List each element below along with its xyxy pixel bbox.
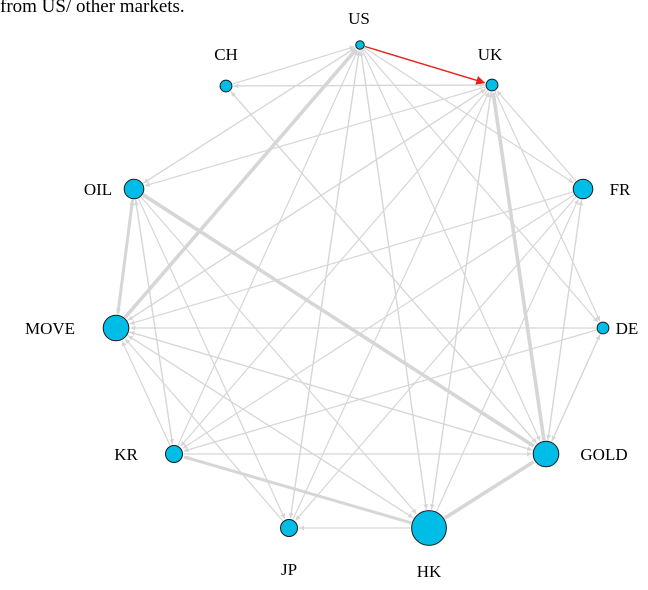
node-label-kr: KR <box>114 445 138 464</box>
edge-hk-to-uk <box>431 92 493 510</box>
node-fr <box>572 178 594 200</box>
edge-jp-to-us <box>289 50 361 519</box>
edge-oil-to-us <box>142 47 356 184</box>
edge-jp-to-uk <box>292 91 490 520</box>
edge-uk-to-de <box>494 91 601 322</box>
node-label-oil: OIL <box>84 180 112 199</box>
edge-fr-to-jp <box>295 196 577 521</box>
node-de <box>596 321 610 335</box>
edge-hk-to-kr <box>183 455 412 525</box>
node-jp <box>280 519 298 537</box>
node-ch <box>219 79 233 93</box>
node-label-fr: FR <box>610 180 631 199</box>
edge-us-to-gold <box>361 49 541 442</box>
edge-oil-to-jp <box>137 198 286 519</box>
caption-text: from US/ other markets. <box>0 0 185 17</box>
edge-uk-to-oil <box>144 86 486 187</box>
edge-oil-to-gold <box>142 193 535 448</box>
edge-kr-to-us <box>177 50 358 446</box>
node-label-us: US <box>348 9 370 28</box>
edge-hk-to-move <box>127 335 414 519</box>
edge-gold-to-ch <box>230 91 538 444</box>
node-kr <box>165 445 183 463</box>
edge-move-to-us <box>123 48 358 319</box>
edge-uk-to-kr <box>180 89 488 447</box>
node-label-hk: HK <box>417 562 442 581</box>
edge-gold-to-move <box>129 330 533 451</box>
node-gold <box>532 440 560 468</box>
edge-fr-to-kr <box>182 194 575 449</box>
edge-kr-to-move <box>121 340 171 446</box>
node-hk <box>411 510 447 546</box>
edge-hk-to-fr <box>436 199 579 512</box>
edge-gold-to-uk <box>491 92 546 441</box>
edge-us-to-uk <box>364 45 486 85</box>
edge-fr-to-uk <box>496 90 577 182</box>
edge-uk-to-ch <box>233 83 486 89</box>
edge-de-to-kr <box>183 329 597 453</box>
node-label-gold: GOLD <box>580 445 627 464</box>
nodes-layer: US UK CH OIL FR MOVE DE KR GOLD JP HK <box>25 9 638 581</box>
edge-fr-to-move <box>129 191 573 325</box>
edge-us-to-fr <box>364 47 574 184</box>
edge-move-to-oil <box>117 200 135 315</box>
node-label-jp: JP <box>281 560 297 579</box>
node-us <box>355 40 365 50</box>
node-label-move: MOVE <box>25 319 75 338</box>
edge-jp-to-move <box>125 338 284 522</box>
node-label-ch: CH <box>214 45 238 64</box>
node-oil <box>123 178 145 200</box>
edge-move-to-uk <box>127 88 486 322</box>
edge-oil-to-hk <box>140 196 417 514</box>
edge-us-to-de <box>362 48 599 323</box>
node-move <box>102 314 130 342</box>
edge-hk-to-gold <box>443 460 535 520</box>
node-label-de: DE <box>616 319 639 338</box>
edge-gold-to-fr <box>547 200 584 441</box>
edge-hk-to-us <box>359 50 427 510</box>
edge-kr-to-oil <box>133 200 174 445</box>
node-uk <box>485 78 499 92</box>
edge-gold-to-de <box>551 334 601 442</box>
node-label-uk: UK <box>478 45 503 64</box>
edge-ch-to-us <box>232 45 355 85</box>
edges-layer <box>115 45 601 531</box>
